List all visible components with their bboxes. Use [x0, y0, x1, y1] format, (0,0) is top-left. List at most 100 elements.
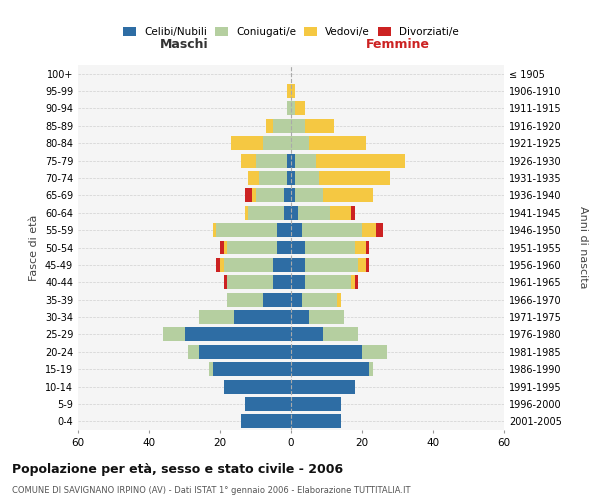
Bar	[248, 171, 259, 185]
Bar	[284, 188, 291, 202]
Bar	[252, 188, 256, 202]
Bar	[209, 362, 213, 376]
Bar	[220, 258, 224, 272]
Bar	[355, 240, 365, 254]
Bar	[245, 188, 252, 202]
Bar	[323, 328, 358, 342]
Bar	[291, 380, 355, 394]
Bar	[362, 345, 387, 358]
Bar	[224, 240, 227, 254]
Bar	[365, 258, 369, 272]
Bar	[302, 223, 362, 237]
Bar	[291, 397, 341, 411]
Bar	[277, 240, 291, 254]
Bar	[266, 119, 273, 133]
Bar	[287, 171, 291, 185]
Bar	[352, 206, 355, 220]
Bar	[305, 240, 355, 254]
Bar	[213, 362, 291, 376]
Bar	[217, 258, 220, 272]
Bar	[319, 171, 391, 185]
Bar	[185, 328, 291, 342]
Bar	[309, 136, 365, 150]
Legend: Celibi/Nubili, Coniugati/e, Vedovi/e, Divorziati/e: Celibi/Nubili, Coniugati/e, Vedovi/e, Di…	[119, 23, 463, 42]
Bar	[305, 119, 334, 133]
Bar	[291, 310, 309, 324]
Bar	[199, 310, 234, 324]
Bar	[298, 206, 330, 220]
Bar	[188, 345, 199, 358]
Bar	[227, 240, 277, 254]
Bar	[291, 345, 362, 358]
Bar	[295, 188, 323, 202]
Bar	[323, 188, 373, 202]
Bar	[291, 171, 295, 185]
Text: Femmine: Femmine	[365, 38, 430, 51]
Bar	[291, 240, 305, 254]
Bar	[337, 292, 341, 306]
Bar	[284, 206, 291, 220]
Bar	[291, 136, 309, 150]
Bar	[291, 188, 295, 202]
Bar	[199, 345, 291, 358]
Bar	[273, 276, 291, 289]
Bar	[295, 154, 316, 168]
Text: Popolazione per età, sesso e stato civile - 2006: Popolazione per età, sesso e stato civil…	[12, 462, 343, 475]
Bar	[291, 258, 305, 272]
Bar	[227, 292, 263, 306]
Bar	[213, 223, 217, 237]
Bar	[291, 84, 295, 98]
Bar	[291, 362, 369, 376]
Bar	[256, 188, 284, 202]
Text: Maschi: Maschi	[160, 38, 209, 51]
Bar	[224, 258, 273, 272]
Bar	[224, 276, 227, 289]
Bar	[248, 206, 284, 220]
Bar	[273, 258, 291, 272]
Bar	[220, 240, 224, 254]
Bar	[295, 171, 319, 185]
Bar	[352, 276, 355, 289]
Bar	[241, 154, 256, 168]
Bar	[358, 258, 365, 272]
Bar	[365, 240, 369, 254]
Y-axis label: Fasce di età: Fasce di età	[29, 214, 39, 280]
Bar	[287, 102, 291, 116]
Bar	[163, 328, 185, 342]
Bar	[287, 84, 291, 98]
Bar	[376, 223, 383, 237]
Bar	[291, 119, 305, 133]
Bar	[291, 276, 305, 289]
Text: COMUNE DI SAVIGNANO IRPINO (AV) - Dati ISTAT 1° gennaio 2006 - Elaborazione TUTT: COMUNE DI SAVIGNANO IRPINO (AV) - Dati I…	[12, 486, 410, 495]
Bar	[369, 362, 373, 376]
Bar	[302, 292, 337, 306]
Bar	[241, 414, 291, 428]
Bar	[291, 328, 323, 342]
Bar	[245, 206, 248, 220]
Bar	[295, 102, 305, 116]
Bar	[234, 310, 291, 324]
Bar	[305, 258, 358, 272]
Bar	[316, 154, 404, 168]
Bar	[245, 397, 291, 411]
Bar	[330, 206, 352, 220]
Bar	[305, 276, 352, 289]
Bar	[273, 119, 291, 133]
Bar	[263, 292, 291, 306]
Bar	[259, 171, 287, 185]
Bar	[309, 310, 344, 324]
Bar	[263, 136, 291, 150]
Bar	[291, 102, 295, 116]
Bar	[291, 206, 298, 220]
Bar	[287, 154, 291, 168]
Bar	[224, 380, 291, 394]
Y-axis label: Anni di nascita: Anni di nascita	[578, 206, 589, 289]
Bar	[362, 223, 376, 237]
Bar	[217, 223, 277, 237]
Bar	[291, 154, 295, 168]
Bar	[256, 154, 287, 168]
Bar	[230, 136, 263, 150]
Bar	[291, 223, 302, 237]
Bar	[291, 414, 341, 428]
Bar	[277, 223, 291, 237]
